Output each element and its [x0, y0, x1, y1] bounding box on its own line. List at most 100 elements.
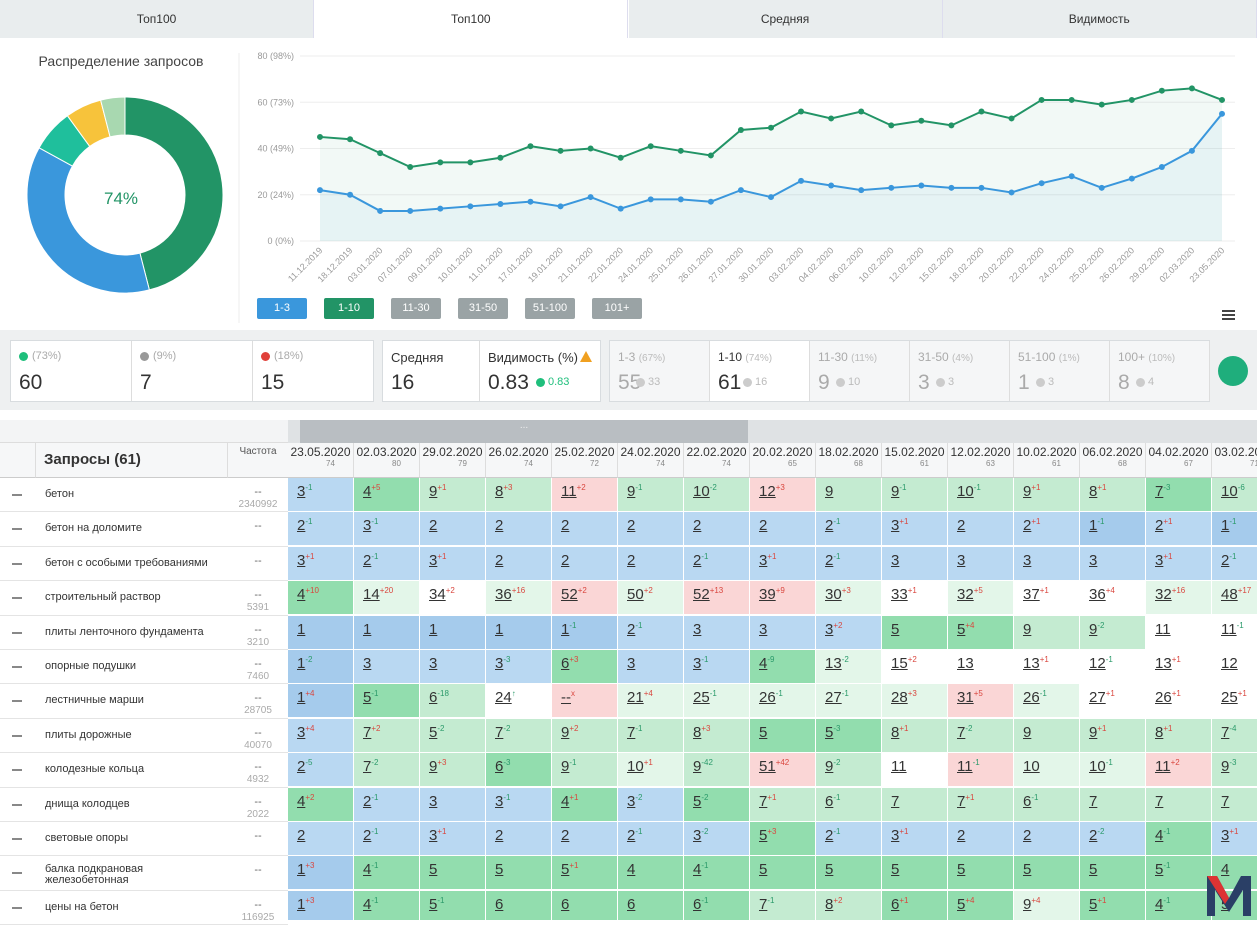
position-cell[interactable]: 36+4 [1080, 581, 1146, 616]
position-cell[interactable]: 3+1 [420, 546, 486, 581]
position-cell[interactable]: 4+1 [552, 787, 618, 822]
row-dash[interactable] [12, 838, 22, 840]
position-cell[interactable]: 10-1 [948, 478, 1014, 512]
position-cell[interactable]: 2 [486, 512, 552, 547]
position-cell[interactable]: 15+2 [882, 650, 948, 684]
position-cell[interactable]: 6+1 [882, 890, 948, 920]
position-cell[interactable]: 3 [1080, 546, 1146, 581]
filter-button[interactable]: 1-3 [257, 298, 307, 319]
group-stat[interactable]: 11-30 (11%) 9 10 [810, 341, 910, 401]
position-cell[interactable]: 34+2 [420, 581, 486, 616]
position-cell[interactable]: 11-1 [948, 753, 1014, 788]
position-cell[interactable]: 21+4 [618, 684, 684, 719]
position-cell[interactable]: 2-1 [618, 822, 684, 856]
position-cell[interactable]: 5+4 [948, 615, 1014, 650]
position-cell[interactable]: 9-42 [684, 753, 750, 788]
row-dash[interactable] [12, 906, 22, 909]
position-cell[interactable]: 9+4 [1014, 890, 1080, 920]
position-cell[interactable]: 2-1 [816, 546, 882, 581]
position-cell[interactable]: 6 [486, 890, 552, 920]
row-dash[interactable] [12, 769, 22, 772]
position-cell[interactable]: 5 [1080, 856, 1146, 891]
group-stat[interactable]: 51-100 (1%) 1 3 [1010, 341, 1110, 401]
row-dash[interactable] [12, 562, 22, 565]
position-cell[interactable]: 7-2 [948, 718, 1014, 753]
position-cell[interactable]: 5 [750, 718, 816, 753]
position-cell[interactable]: 1 [354, 615, 420, 650]
position-cell[interactable]: 4+10 [288, 581, 354, 616]
position-cell[interactable]: 4+2 [288, 787, 354, 822]
position-cell[interactable]: 11-1 [1212, 615, 1257, 650]
position-cell[interactable]: 5-2 [684, 787, 750, 822]
position-cell[interactable]: 5+4 [948, 890, 1014, 920]
filter-button[interactable]: 101+ [592, 298, 642, 319]
position-cell[interactable]: 7+1 [948, 787, 1014, 822]
position-cell[interactable]: 9 [1014, 615, 1080, 650]
position-cell[interactable]: 6-1 [1014, 787, 1080, 822]
position-cell[interactable]: 2-1 [1212, 546, 1257, 581]
group-stat[interactable]: 1-3 (67%) 55 33 [610, 341, 710, 401]
position-cell[interactable]: 8+3 [684, 718, 750, 753]
position-cell[interactable]: 25+1 [1212, 684, 1257, 719]
position-cell[interactable]: 12-1 [1080, 650, 1146, 684]
position-cell[interactable]: 33+1 [882, 581, 948, 616]
position-cell[interactable]: 2 [750, 512, 816, 547]
position-cell[interactable]: 3+1 [882, 512, 948, 547]
position-cell[interactable]: 5-1 [354, 684, 420, 719]
position-cell[interactable]: 3+1 [882, 822, 948, 856]
position-cell[interactable]: 8+3 [486, 478, 552, 512]
position-cell[interactable]: 2-5 [288, 753, 354, 788]
position-cell[interactable]: 32+16 [1146, 581, 1212, 616]
position-cell[interactable]: 9+1 [1080, 718, 1146, 753]
scroll-thumb[interactable]: ... [300, 420, 748, 443]
position-cell[interactable]: 3 [354, 650, 420, 684]
position-cell[interactable]: 10-1 [1080, 753, 1146, 788]
position-cell[interactable]: 10-2 [684, 478, 750, 512]
position-cell[interactable]: 1+3 [288, 890, 354, 920]
position-cell[interactable]: 12+3 [750, 478, 816, 512]
row-dash[interactable] [12, 872, 22, 875]
position-cell[interactable]: 7-1 [618, 718, 684, 753]
position-cell[interactable]: 3+1 [420, 822, 486, 856]
position-cell[interactable]: 36+16 [486, 581, 552, 616]
position-cell[interactable]: 2-2 [1080, 822, 1146, 856]
group-stat[interactable]: 31-50 (4%) 3 3 [910, 341, 1010, 401]
position-cell[interactable]: 10+1 [618, 753, 684, 788]
position-cell[interactable]: 6-3 [486, 753, 552, 788]
position-cell[interactable]: 24↑ [486, 684, 552, 719]
menu-icon[interactable] [1222, 310, 1235, 320]
position-cell[interactable]: 5 [816, 856, 882, 891]
position-cell[interactable]: 5-1 [1146, 856, 1212, 891]
position-cell[interactable]: 6-1 [684, 890, 750, 920]
row-dash[interactable] [12, 803, 22, 806]
position-cell[interactable]: 4-1 [354, 856, 420, 891]
position-cell[interactable]: 4-1 [1146, 822, 1212, 856]
position-cell[interactable]: 1 [420, 615, 486, 650]
position-cell[interactable]: 2 [288, 822, 354, 856]
position-cell[interactable]: 1 [288, 615, 354, 650]
position-cell[interactable]: 5-2 [420, 718, 486, 753]
position-cell[interactable]: 7-3 [1146, 478, 1212, 512]
position-cell[interactable]: 3+1 [750, 546, 816, 581]
position-cell[interactable]: 8+2 [816, 890, 882, 920]
position-cell[interactable]: 3 [684, 615, 750, 650]
row-dash[interactable] [12, 528, 22, 531]
position-cell[interactable]: 9-1 [618, 478, 684, 512]
position-cell[interactable]: 7 [1080, 787, 1146, 822]
position-cell[interactable]: --x [552, 684, 618, 719]
position-cell[interactable]: 5+1 [1080, 890, 1146, 920]
position-cell[interactable]: 7+1 [750, 787, 816, 822]
position-cell[interactable]: 9-2 [1080, 615, 1146, 650]
filter-button[interactable]: 11-30 [391, 298, 441, 319]
position-cell[interactable]: 4-1 [354, 890, 420, 920]
position-cell[interactable]: 3-1 [288, 478, 354, 512]
position-cell[interactable]: 3-1 [354, 512, 420, 547]
position-cell[interactable]: 2 [552, 822, 618, 856]
position-cell[interactable]: 3 [420, 787, 486, 822]
position-cell[interactable]: 31+5 [948, 684, 1014, 719]
position-cell[interactable]: 1+3 [288, 856, 354, 891]
position-cell[interactable]: 3 [618, 650, 684, 684]
position-cell[interactable]: 2 [948, 822, 1014, 856]
position-cell[interactable]: 51+42 [750, 753, 816, 788]
position-cell[interactable]: 5 [1014, 856, 1080, 891]
